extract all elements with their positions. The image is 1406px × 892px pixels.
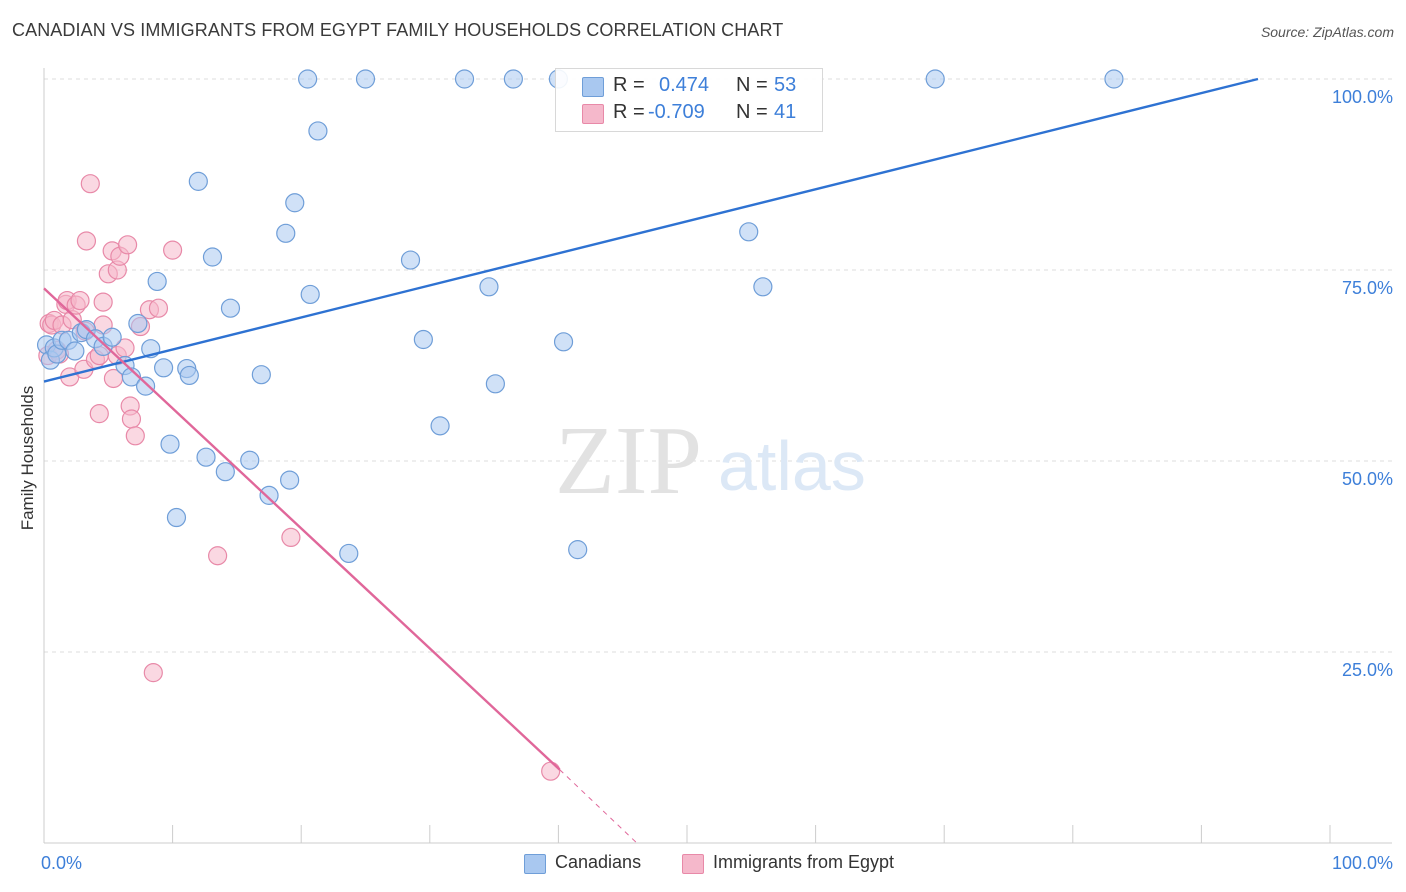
- egypt-point: [281, 527, 301, 548]
- canadian-point: [503, 69, 523, 89]
- egypt-trendline: [43, 287, 561, 771]
- y-tick-label: 75.0%: [1342, 278, 1393, 298]
- chart-source: Source: ZipAtlas.com: [1260, 24, 1394, 40]
- egypt-point: [93, 292, 113, 312]
- tick-labels: 25.0% 50.0% 75.0% 100.0% 0.0% 100.0%: [41, 87, 1393, 873]
- y-tick-label: 25.0%: [1342, 660, 1393, 680]
- watermark-zip: ZIP: [555, 407, 702, 515]
- canadians-trendline: [43, 77, 1259, 383]
- canadian-point: [179, 365, 199, 386]
- canadian-point: [298, 69, 318, 89]
- canadian-point: [202, 247, 223, 267]
- canadian-point: [568, 540, 588, 560]
- legend-n-value: 53: [774, 74, 797, 96]
- canadian-point: [196, 447, 216, 467]
- y-tick-label: 50.0%: [1342, 469, 1393, 489]
- egypt-points: [38, 174, 561, 781]
- canadian-point: [430, 416, 450, 436]
- canadian-point: [300, 284, 320, 305]
- legend-n-label: N =: [736, 74, 768, 96]
- egypt-point: [163, 240, 183, 260]
- egypt-point: [208, 546, 228, 566]
- legend-n-value: 41: [774, 101, 797, 123]
- chart-title: CANADIAN VS IMMIGRANTS FROM EGYPT FAMILY…: [12, 20, 784, 40]
- legend-label-egypt: Immigrants from Egypt: [713, 852, 895, 872]
- canadian-point: [339, 543, 359, 564]
- gridlines: [44, 78, 1392, 653]
- legend-r-label: R =: [613, 101, 645, 123]
- x-tick-label: 0.0%: [41, 853, 82, 873]
- canadian-point: [153, 358, 174, 378]
- canadian-point: [128, 313, 148, 334]
- canadian-point: [308, 121, 328, 141]
- canadian-point: [925, 69, 945, 89]
- canadian-point: [188, 171, 208, 191]
- canadian-point: [553, 332, 574, 352]
- legend-swatch-pink: [582, 104, 604, 124]
- egypt-point: [121, 409, 142, 429]
- axis-ticks: [43, 825, 1331, 843]
- correlation-legend: R = 0.474 N = 53 R = -0.709 N = 41: [555, 68, 823, 132]
- trendlines: [43, 77, 1259, 844]
- egypt-point: [143, 663, 163, 683]
- egypt-point: [125, 426, 145, 446]
- canadian-point: [1104, 69, 1124, 89]
- y-tick-label: 100.0%: [1332, 87, 1393, 107]
- canadian-point: [454, 69, 475, 89]
- canadian-point: [166, 507, 187, 528]
- y-axis-label: Family Households: [18, 386, 37, 531]
- legend-swatch-blue: [524, 854, 546, 874]
- canadian-point: [485, 374, 505, 394]
- egypt-point: [70, 290, 90, 311]
- egypt-point: [117, 235, 138, 255]
- canadian-point: [400, 250, 421, 270]
- legend-n-label: N =: [736, 101, 768, 123]
- canadian-point: [215, 462, 235, 482]
- canadian-point: [276, 223, 296, 243]
- legend-r-value: 0.474: [659, 74, 710, 96]
- canadian-point: [160, 434, 180, 454]
- legend-swatch-blue: [582, 77, 604, 97]
- canadian-point: [147, 271, 167, 292]
- canadian-point: [240, 450, 260, 470]
- canadian-point: [65, 341, 85, 361]
- canadian-point: [753, 277, 773, 297]
- canadian-point: [413, 329, 433, 350]
- egypt-point: [148, 298, 169, 318]
- canadian-point: [739, 222, 759, 242]
- egypt-point: [76, 231, 97, 251]
- canadian-point: [479, 277, 499, 297]
- legend-r-value: -0.709: [648, 101, 705, 123]
- egypt-point: [89, 404, 109, 424]
- watermark-atlas: atlas: [718, 427, 866, 505]
- egypt-point: [80, 174, 100, 194]
- legend-swatch-pink: [682, 854, 704, 874]
- canadian-point: [285, 193, 305, 213]
- canadian-point: [102, 327, 122, 347]
- canadian-point: [251, 365, 271, 385]
- egypt-point: [541, 761, 561, 781]
- canadian-point: [355, 69, 376, 89]
- canadian-point: [135, 376, 156, 396]
- canadian-point: [220, 298, 241, 318]
- egypt-trendline-extension: [559, 769, 638, 844]
- canadian-point: [259, 485, 279, 505]
- x-tick-label: 100.0%: [1332, 853, 1393, 873]
- legend-label-canadians: Canadians: [555, 852, 642, 872]
- legend-r-label: R =: [613, 74, 645, 96]
- canadian-point: [280, 470, 300, 490]
- axes: [43, 68, 1392, 844]
